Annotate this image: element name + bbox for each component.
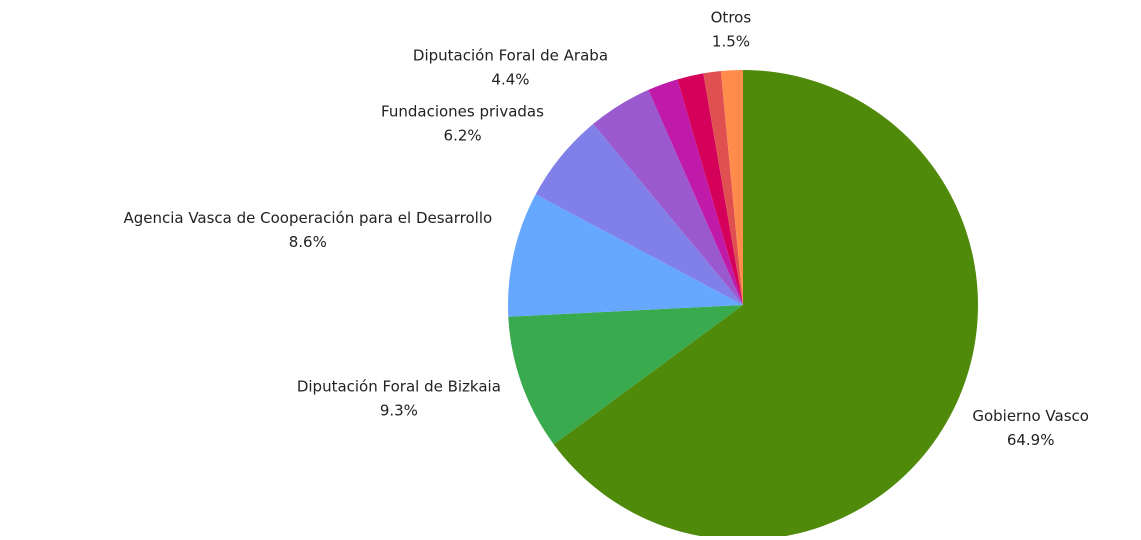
slice-value-label: 4.4% bbox=[491, 70, 529, 88]
slice-label: Agencia Vasca de Cooperación para el Des… bbox=[123, 209, 492, 227]
slice-value-label: 8.6% bbox=[289, 233, 327, 251]
slice-value-label: 6.2% bbox=[444, 126, 482, 144]
slice-label: Otros bbox=[711, 8, 752, 26]
slice-value-label: 64.9% bbox=[1007, 431, 1055, 449]
pie-slice bbox=[648, 79, 743, 305]
pie-slice bbox=[677, 73, 743, 305]
pie-slice bbox=[508, 194, 743, 317]
pie-slice bbox=[535, 123, 743, 306]
slice-value-label: 1.5% bbox=[712, 32, 750, 50]
slice-label: Gobierno Vasco bbox=[972, 407, 1089, 425]
pie-slice bbox=[508, 305, 743, 445]
pie-slice bbox=[720, 70, 743, 305]
slice-label: Diputación Foral de Araba bbox=[413, 46, 608, 64]
slice-value-label: 9.3% bbox=[380, 401, 418, 419]
pie-slice bbox=[553, 70, 978, 540]
pie-slice bbox=[593, 89, 743, 305]
pie-slice bbox=[703, 71, 743, 305]
slice-label: Diputación Foral de Bizkaia bbox=[297, 377, 501, 395]
slice-label: Fundaciones privadas bbox=[381, 102, 544, 120]
